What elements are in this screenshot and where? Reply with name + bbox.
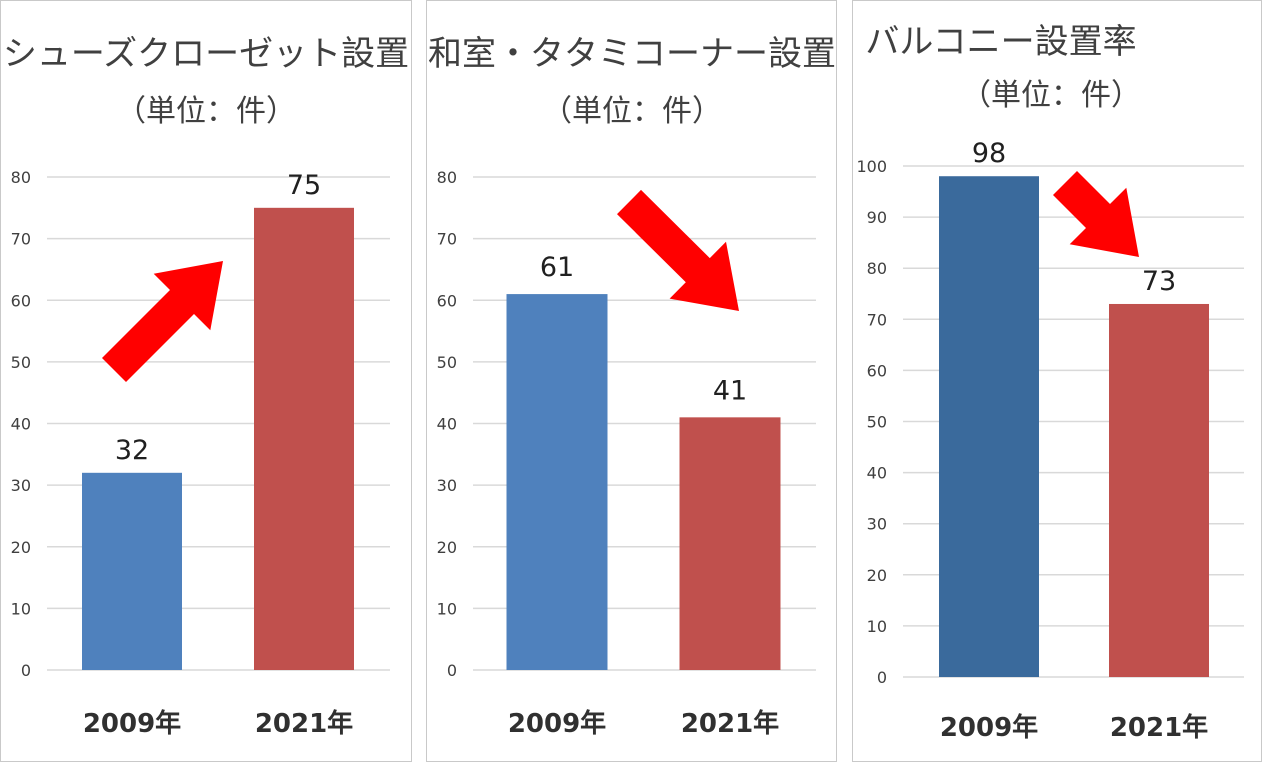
- y-tick-label: 70: [867, 310, 887, 329]
- chart-subtitle: （単位：件）: [542, 94, 722, 129]
- y-tick-label: 0: [447, 661, 457, 680]
- arrow-down-icon: [1053, 171, 1139, 257]
- chart-title: バルコニー設置率: [865, 22, 1136, 62]
- bar-2021年: [1109, 303, 1209, 677]
- y-tick-label: 60: [11, 291, 31, 310]
- data-label: 61: [540, 252, 574, 283]
- category-label: 2009年: [940, 712, 1038, 743]
- category-label: 2009年: [83, 708, 181, 739]
- bar-2009年: [82, 472, 182, 670]
- y-tick-label: 40: [437, 415, 457, 434]
- bar-2021年: [254, 207, 354, 670]
- bar-2021年: [679, 417, 781, 670]
- y-tick-label: 40: [11, 415, 31, 434]
- y-tick-label: 50: [867, 413, 887, 432]
- bar-2009年: [506, 294, 608, 670]
- data-label: 73: [1142, 266, 1176, 297]
- y-tick-label: 50: [11, 353, 31, 372]
- chart-svg: シューズクローゼット設置 （単位：件） 0 10 20 30 40 50 60 70 80 32…: [3, 34, 409, 739]
- y-tick-label: 70: [437, 230, 457, 249]
- chart-subtitle: （単位：件）: [116, 94, 296, 129]
- chart-panel-balcony-rate: バルコニー設置率 （単位：件） 0 10 20 30 40 50 60 70 80 90 100 9…: [852, 0, 1262, 762]
- arrow-up-icon: [102, 261, 223, 382]
- y-tick-label: 60: [437, 291, 457, 310]
- y-tick-label: 100: [856, 157, 887, 176]
- category-label: 2021年: [681, 708, 779, 739]
- category-label: 2009年: [508, 708, 606, 739]
- y-tick-label: 80: [11, 168, 31, 187]
- y-tick-label: 10: [437, 599, 457, 618]
- y-tick-label: 0: [21, 661, 31, 680]
- y-tick-label: 80: [437, 168, 457, 187]
- category-label: 2021年: [1110, 712, 1208, 743]
- chart-title: 和室・タタミコーナー設置: [428, 34, 836, 74]
- y-tick-label: 30: [437, 476, 457, 495]
- y-tick-label: 30: [11, 476, 31, 495]
- chart-panel-tatami-corner: 和室・タタミコーナー設置 （単位：件） 0 10 20 30 40 50 60 70 80 61…: [426, 0, 837, 762]
- chart-svg: バルコニー設置率 （単位：件） 0 10 20 30 40 50 60 70 80 90 100 9…: [856, 22, 1244, 743]
- bar-2009年: [939, 176, 1039, 677]
- data-label: 32: [115, 435, 149, 466]
- data-label: 98: [972, 138, 1006, 169]
- y-tick-label: 90: [867, 208, 887, 227]
- chart-title: シューズクローゼット設置: [3, 34, 409, 74]
- y-tick-label: 10: [11, 599, 31, 618]
- chart-svg: 和室・タタミコーナー設置 （単位：件） 0 10 20 30 40 50 60 70 80 61…: [428, 34, 836, 739]
- y-tick-label: 40: [867, 464, 887, 483]
- data-label: 75: [287, 170, 321, 201]
- y-tick-label: 70: [11, 230, 31, 249]
- y-tick-label: 20: [11, 538, 31, 557]
- y-tick-label: 20: [437, 538, 457, 557]
- y-tick-label: 80: [867, 259, 887, 278]
- y-tick-label: 10: [867, 617, 887, 636]
- y-tick-label: 0: [877, 668, 887, 687]
- arrow-down-icon: [617, 189, 739, 311]
- y-tick-label: 50: [437, 353, 457, 372]
- chart-panel-shoe-closet: シューズクローゼット設置 （単位：件） 0 10 20 30 40 50 60 70 80 32…: [0, 0, 412, 762]
- chart-subtitle: （単位：件）: [961, 78, 1141, 113]
- data-label: 41: [713, 375, 747, 406]
- category-label: 2021年: [255, 708, 353, 739]
- y-tick-label: 60: [867, 361, 887, 380]
- y-tick-label: 20: [867, 566, 887, 585]
- y-tick-label: 30: [867, 515, 887, 534]
